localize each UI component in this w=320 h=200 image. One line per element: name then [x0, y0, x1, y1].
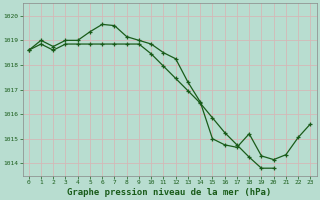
- X-axis label: Graphe pression niveau de la mer (hPa): Graphe pression niveau de la mer (hPa): [68, 188, 272, 197]
